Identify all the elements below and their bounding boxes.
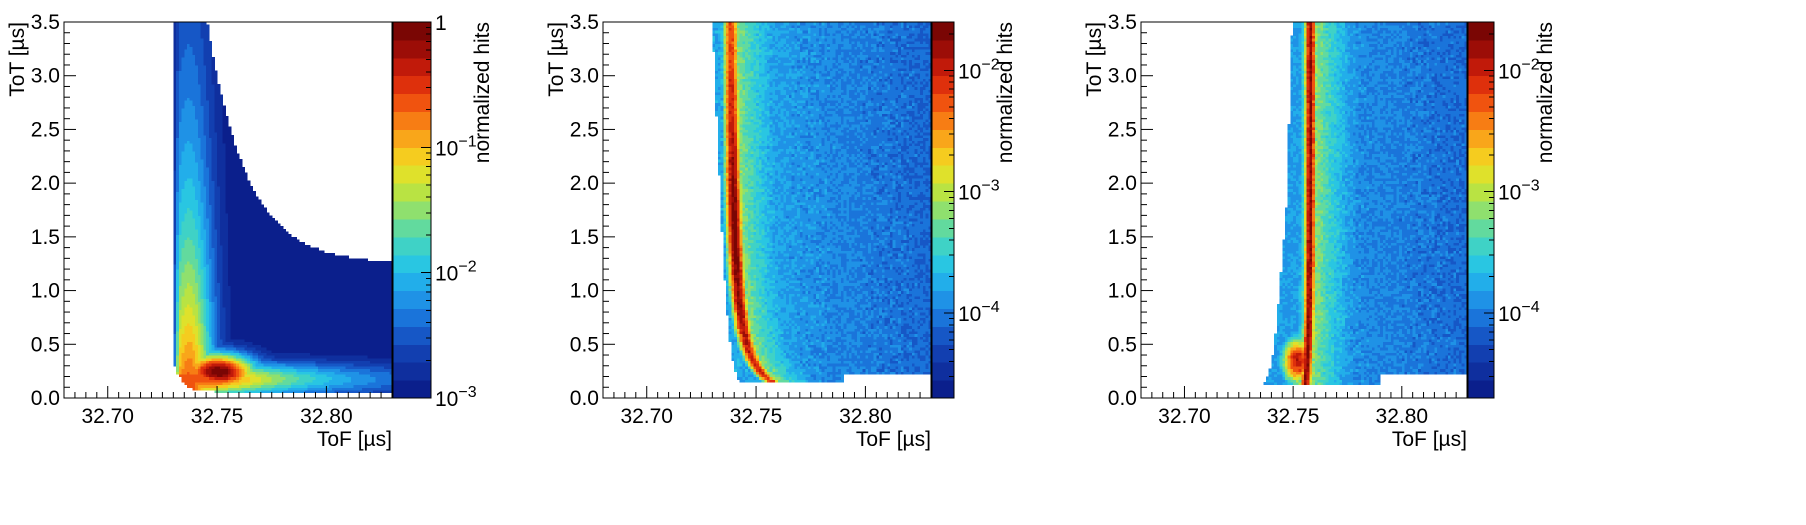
heatmap-cell bbox=[236, 154, 239, 157]
heatmap-panel-1: 0.00.51.01.52.02.53.03.532.70 32.75 32.80T… bbox=[6, 11, 494, 451]
heatmap-cell bbox=[228, 127, 231, 130]
heatmap-cell bbox=[209, 41, 212, 44]
heatmap-cells bbox=[173, 22, 392, 393]
heatmap-cell bbox=[217, 84, 220, 87]
heatmap-cell bbox=[239, 159, 242, 162]
heatmap-cell bbox=[223, 105, 226, 108]
heatmap-cell bbox=[242, 167, 245, 170]
heatmap-cell bbox=[206, 25, 209, 28]
heatmap-cell bbox=[250, 186, 253, 189]
heatmap-cell bbox=[214, 70, 217, 73]
heatmap-cell bbox=[212, 57, 215, 60]
heatmap-cell bbox=[231, 135, 234, 138]
heatmap-cell bbox=[247, 180, 250, 183]
heatmap-cell bbox=[258, 199, 261, 202]
heatmap-cell bbox=[244, 172, 247, 175]
heatmap-cell bbox=[253, 191, 256, 194]
heatmap-cell bbox=[233, 146, 236, 149]
heatmap-cell bbox=[264, 207, 267, 210]
heatmap-cell bbox=[225, 116, 228, 119]
heatmap-cell bbox=[220, 95, 223, 98]
